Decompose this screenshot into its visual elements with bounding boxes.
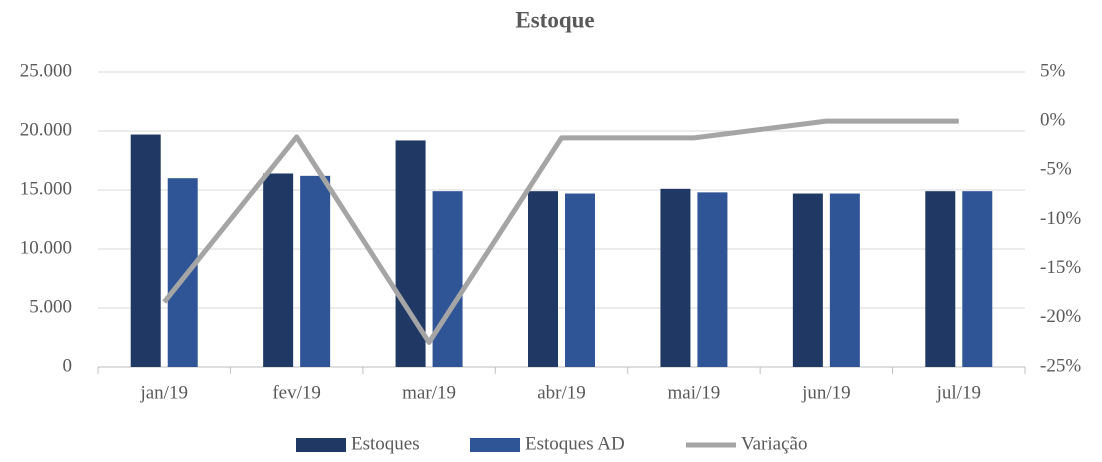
bar	[167, 178, 198, 367]
bar	[300, 175, 331, 367]
bar	[792, 193, 823, 367]
x-tick-label: fev/19	[272, 382, 321, 403]
y-tick-label: 5.000	[29, 296, 72, 317]
bar	[660, 188, 691, 367]
x-tick-label: jul/19	[936, 382, 981, 403]
y-tick-label: 20.000	[20, 119, 72, 140]
x-tick-label: jun/19	[801, 382, 851, 403]
y-tick-label: 0	[63, 355, 73, 376]
x-tick-label: mai/19	[668, 382, 721, 403]
bar	[528, 191, 558, 367]
bar	[697, 192, 728, 367]
bar	[565, 193, 595, 367]
legend-label: Estoques	[351, 433, 420, 454]
y-tick-label: 15.000	[20, 178, 72, 199]
y2-tick-label: 5%	[1040, 60, 1066, 81]
legend-label: Variação	[741, 433, 807, 454]
legend-swatch	[470, 438, 520, 452]
y2-tick-label: -20%	[1040, 306, 1081, 327]
chart-title: Estoque	[515, 7, 594, 32]
y2-tick-label: -5%	[1040, 159, 1072, 180]
y2-tick-label: -25%	[1040, 355, 1081, 376]
x-tick-label: mar/19	[402, 382, 456, 403]
bar	[925, 191, 956, 367]
bar	[130, 134, 161, 367]
bar	[962, 191, 993, 367]
y-tick-label: 25.000	[20, 60, 72, 81]
legend-label: Estoques AD	[525, 433, 625, 454]
y-tick-label: 10.000	[20, 237, 72, 258]
x-tick-label: abr/19	[537, 382, 586, 403]
bar	[432, 191, 463, 367]
y2-tick-label: 0%	[1040, 110, 1066, 131]
y2-tick-label: -15%	[1040, 257, 1081, 278]
line	[162, 118, 959, 345]
y2-tick-label: -10%	[1040, 208, 1081, 229]
bar	[263, 173, 294, 367]
bar	[829, 193, 860, 367]
legend-swatch	[296, 438, 346, 452]
x-tick-label: jan/19	[139, 382, 188, 403]
